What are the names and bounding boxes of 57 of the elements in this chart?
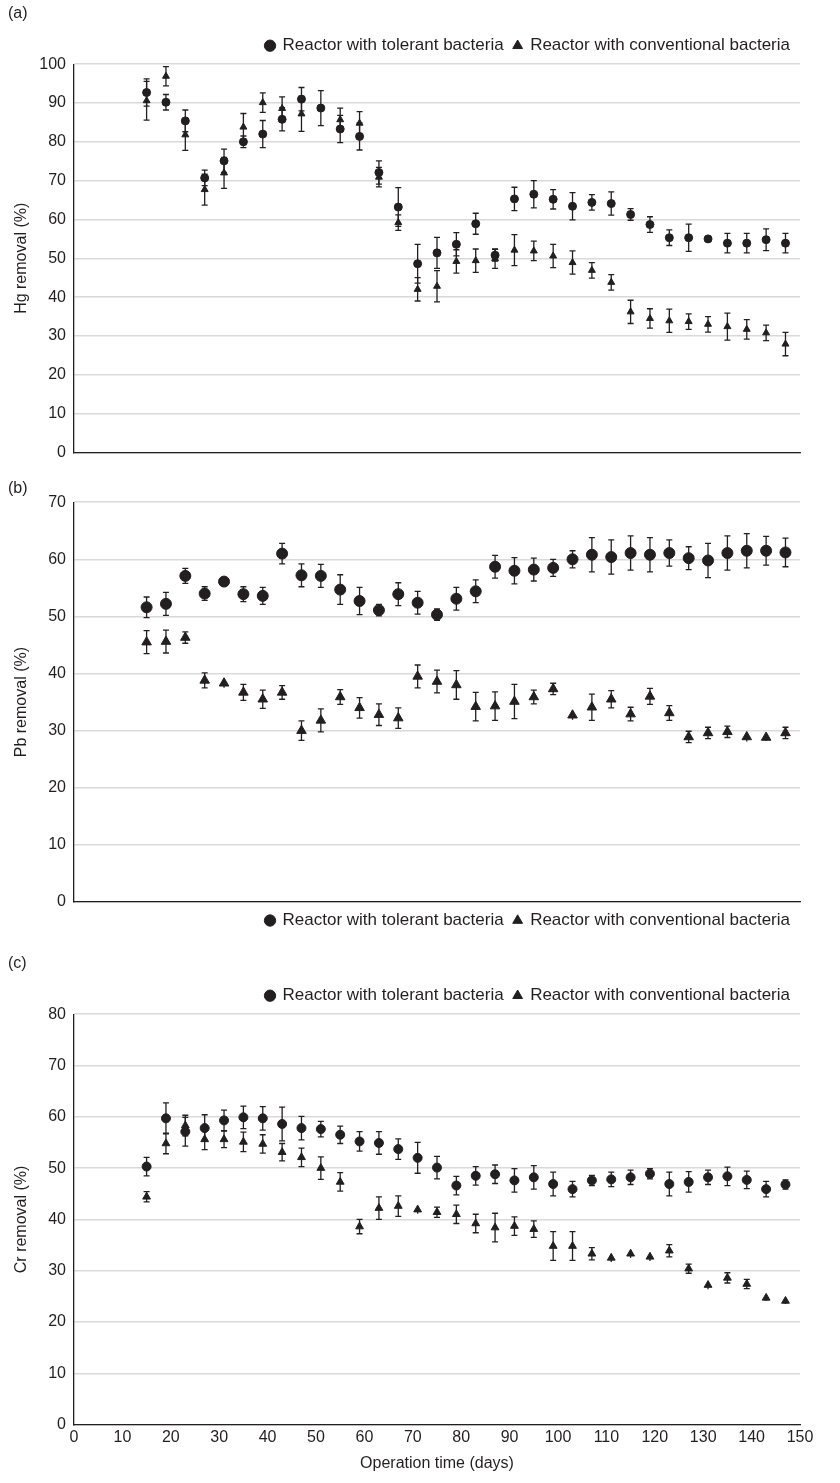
y-tick-label: 50 [48, 1158, 67, 1176]
legend-label: Reactor with conventional bacteria [530, 910, 791, 930]
x-tick-label: 10 [113, 1427, 132, 1445]
y-tick-label: 40 [48, 1209, 67, 1227]
chart-title: (c) [8, 954, 27, 972]
x-tick-label: 120 [641, 1427, 669, 1445]
y-axis-title: Cr removal (%) [12, 1165, 30, 1274]
y-tick-label: 10 [48, 1363, 67, 1381]
y-tick-label: 70 [48, 171, 67, 189]
x-tick-label: 130 [689, 1427, 717, 1445]
y-tick-label: 70 [48, 1055, 67, 1073]
legend-label: Reactor with conventional bacteria [530, 35, 791, 55]
y-tick-label: 30 [48, 721, 67, 739]
y-tick-label: 50 [48, 248, 67, 266]
x-tick-label: 150 [786, 1427, 814, 1445]
y-tick-label: 20 [48, 365, 67, 383]
y-tick-label: 10 [48, 835, 67, 853]
x-tick-label: 40 [258, 1427, 277, 1445]
x-tick-label: 110 [593, 1427, 620, 1445]
x-tick-label: 50 [307, 1427, 325, 1445]
legend-label: Reactor with tolerant bacteria [282, 35, 505, 55]
y-tick-label: 0 [57, 1415, 67, 1433]
y-tick-label: 100 [39, 54, 67, 72]
x-axis-title: Operation time (days) [360, 1453, 514, 1471]
y-tick-label: 40 [48, 287, 67, 305]
y-tick-label: 80 [48, 132, 67, 150]
y-tick-label: 40 [48, 663, 67, 681]
legend-label: Reactor with tolerant bacteria [282, 910, 505, 930]
legend-label: Reactor with tolerant bacteria [282, 985, 505, 1005]
y-tick-label: 60 [48, 549, 67, 567]
y-tick-label: 90 [48, 93, 67, 111]
x-tick-label: 90 [500, 1427, 519, 1445]
chart-title: (a) [8, 4, 28, 22]
x-tick-label: 30 [210, 1427, 229, 1445]
y-tick-label: 30 [48, 1261, 67, 1279]
y-tick-label: 10 [48, 403, 67, 421]
legend-label: Reactor with conventional bacteria [530, 985, 791, 1005]
y-tick-label: 0 [57, 892, 67, 910]
y-tick-label: 20 [48, 1312, 67, 1330]
y-tick-label: 20 [48, 778, 67, 796]
y-tick-label: 30 [48, 326, 67, 344]
x-tick-label: 20 [161, 1427, 180, 1445]
y-tick-label: 50 [48, 606, 67, 624]
y-tick-label: 60 [48, 1107, 67, 1125]
x-tick-label: 100 [544, 1427, 572, 1445]
y-tick-label: 60 [48, 209, 67, 227]
y-axis-title: Hg removal (%) [12, 202, 30, 314]
chart-title: (b) [8, 479, 28, 497]
y-tick-label: 0 [57, 442, 67, 460]
y-tick-label: 70 [48, 492, 67, 510]
x-tick-label: 80 [452, 1427, 471, 1445]
x-tick-label: 140 [738, 1427, 766, 1445]
x-tick-label: 60 [355, 1427, 374, 1445]
y-tick-label: 80 [48, 1004, 67, 1022]
x-tick-label: 70 [403, 1427, 422, 1445]
y-axis-title: Pb removal (%) [12, 646, 30, 758]
x-tick-label: 0 [69, 1427, 79, 1445]
